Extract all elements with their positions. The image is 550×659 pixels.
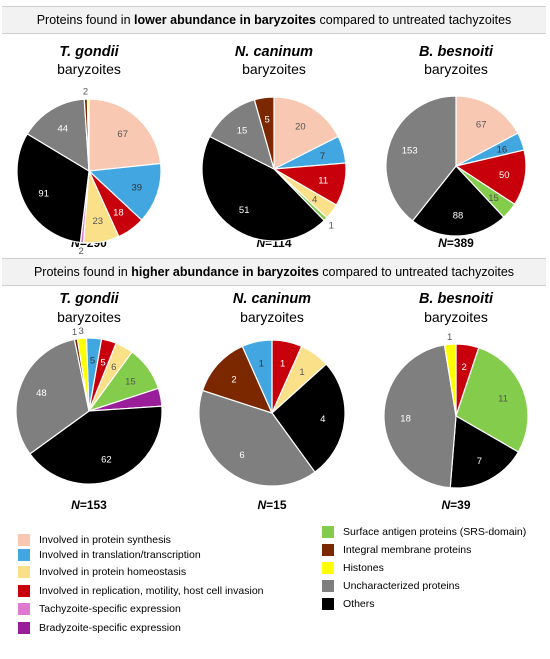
pie-slice-histones [86,98,90,172]
pie-slice-protein-synthesis [273,96,340,170]
slice-value-label: 62 [101,455,112,466]
pie-slice-integral-membrane [201,345,274,414]
slice-value-label: 2 [78,246,83,257]
slice-value-label: 153 [402,145,418,156]
pie-slice-others [411,165,505,237]
pie-slice-uncharacterized [383,344,457,489]
slice-value-label: 5 [264,115,269,126]
species-subtitle: baryzoites [57,61,121,77]
pie-slice-others [16,133,90,244]
species-title: B. besnoiti [419,44,494,60]
pie-slice-protein-synthesis [455,95,519,167]
banner-higher-abundance: Proteins found in higher abundance in ba… [2,258,546,286]
banner-top-post: compared to untreated tachyzoites [316,13,512,27]
species-subtitle: baryzoites [424,309,488,325]
slice-value-label: 3 [78,326,83,337]
pie-slice-uncharacterized [208,98,275,171]
pie-slice-protein-synthesis [88,98,162,172]
pie-slice-integral-membrane [253,96,275,170]
sample-size-label: N=39 [441,498,470,512]
slice-value-label: 7 [477,456,482,467]
sample-size-label: N=15 [257,498,286,512]
slice-value-label: 1 [280,359,285,370]
pie-slice-uncharacterized [385,95,457,222]
banner-top-bold: lower abundance in baryzoites [134,13,317,27]
pie-slice-uncharacterized [198,389,316,487]
banner-bottom-post: compared to untreated tachyzoites [318,265,515,279]
slice-value-label: 11 [498,394,508,405]
slice-value-label: 1 [299,367,304,378]
pie-chart-higher-3: B. besnoiti baryzoites N=39 2 11 7 18 1 [383,291,529,512]
pie-slice-others [449,415,520,489]
slice-value-label: 4 [320,414,325,425]
slice-value-label: 18 [400,414,411,425]
species-subtitle: baryzoites [242,61,306,77]
species-subtitle: baryzoites [424,61,488,77]
slice-value-label: 18 [113,207,124,218]
sample-size-label: N=153 [71,498,107,512]
species-subtitle: baryzoites [57,309,121,325]
sample-size-label: N=389 [438,236,474,250]
slice-value-label: 15 [125,377,136,388]
species-title: N. caninum [235,44,313,60]
slice-value-label: 5 [100,357,105,368]
pie-slice-translation [241,339,273,414]
banner-bottom-pre: Proteins found in [33,265,132,279]
species-title: N. caninum [233,291,311,307]
slice-value-label: 48 [36,388,47,399]
pie-slice-uncharacterized [26,98,90,173]
pie-slice-histones [443,343,457,417]
banner-top-pre: Proteins found in [36,13,135,27]
slice-value-label: 1 [259,359,264,370]
slice-value-label: 11 [318,176,328,187]
pie-slice-others [271,363,346,473]
pie-slice-others [29,405,163,485]
slice-value-label: 2 [83,87,88,98]
species-subtitle: baryzoites [240,309,304,325]
pie-slice-others [201,135,326,242]
slice-value-label: 5 [90,356,95,367]
species-title: B. besnoiti [419,291,494,307]
slice-value-label: 2 [231,374,236,385]
slice-value-label: 15 [488,193,499,204]
slice-value-label: 6 [239,450,244,461]
banner-bottom-bold: higher abundance in baryzoites [131,265,319,279]
slice-value-label: 23 [93,216,104,227]
slice-value-label: 15 [237,126,248,137]
slice-value-label: 88 [453,211,464,222]
slice-value-label: 39 [132,183,143,194]
slice-value-label: 4 [312,194,317,205]
pie-slice-uncharacterized [15,338,90,455]
slice-value-label: 1 [329,220,334,231]
slice-value-label: 2 [461,362,466,373]
banner-lower-abundance: Proteins found in lower abundance in bar… [2,6,546,34]
slice-value-label: 50 [499,170,510,181]
slice-value-label: 1 [72,327,77,338]
pie-slice-translation [87,162,162,221]
slice-value-label: 51 [239,205,250,216]
slice-value-label: 44 [58,124,69,135]
slice-value-label: 7 [320,151,325,162]
slice-value-label: 67 [476,120,487,131]
pie-slice-replication [454,149,527,206]
slice-value-label: 67 [117,129,128,140]
slice-value-label: 20 [295,122,306,133]
species-title: T. gondii [59,44,119,60]
slice-value-label: 91 [38,189,49,200]
slice-value-label: 1 [447,332,452,343]
pie-chart-higher-2: N. caninum baryzoites N=15 1 1 4 6 2 1 [198,291,346,512]
slice-value-label: 16 [497,144,508,155]
slice-value-label: 6 [111,362,116,373]
pie-slice-histones [76,337,90,412]
species-title: T. gondii [59,291,119,307]
